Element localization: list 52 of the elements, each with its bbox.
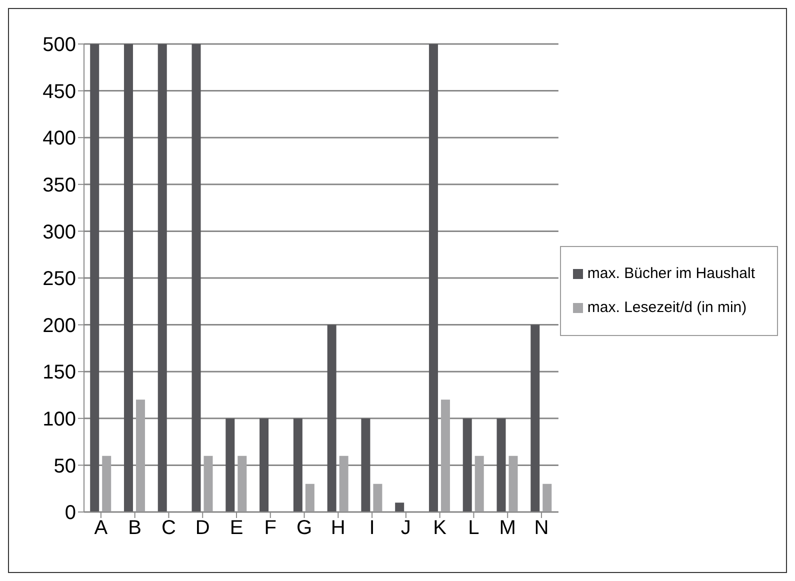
bar: [395, 502, 404, 512]
x-tick-label: I: [369, 517, 375, 540]
bar: [136, 400, 145, 512]
bar: [496, 418, 506, 512]
y-tick-label: 500: [42, 34, 76, 56]
x-tick-label: G: [296, 517, 312, 540]
x-tick-label: L: [468, 517, 480, 540]
bar: [124, 44, 133, 512]
bar: [542, 484, 552, 512]
y-tick-label: 50: [54, 455, 76, 478]
bar: [428, 44, 438, 512]
y-tick-label: 450: [42, 80, 76, 103]
bar: [226, 418, 235, 512]
x-tick-label: E: [230, 517, 244, 540]
bar: [327, 324, 336, 512]
bar: [102, 456, 112, 512]
x-tick-label: B: [128, 517, 142, 540]
y-tick-label: 0: [64, 502, 76, 524]
legend-label: max. Bücher im Haushalt: [587, 264, 755, 282]
bar: [90, 44, 100, 512]
bar: [474, 456, 484, 512]
bar: [204, 456, 213, 512]
x-tick-label: J: [400, 517, 411, 540]
bar: [158, 44, 167, 512]
y-tick-label: 100: [42, 408, 76, 430]
x-tick-label: H: [330, 517, 346, 540]
x-tick-label: D: [195, 517, 210, 540]
y-tick-label: 300: [42, 221, 76, 244]
bar: [238, 456, 247, 512]
bar: [530, 324, 540, 512]
bar: [260, 418, 269, 512]
x-tick-label: M: [499, 517, 516, 540]
legend-label: max. Lesezeit/d (in min): [587, 298, 747, 316]
bar: [462, 418, 472, 512]
bar: [440, 400, 450, 512]
x-tick-label: K: [433, 517, 448, 540]
y-tick-label: 350: [42, 174, 76, 196]
y-tick-label: 200: [42, 314, 76, 337]
y-tick-label: 250: [42, 268, 76, 290]
x-tick-label: C: [161, 517, 176, 540]
x-tick-label: F: [264, 517, 276, 540]
y-tick-label: 150: [42, 362, 76, 384]
y-tick-label: 400: [42, 128, 76, 150]
bar: [305, 484, 314, 512]
bar: [293, 418, 302, 512]
bar: [339, 456, 348, 512]
bar: [192, 44, 201, 512]
bar: [373, 484, 382, 512]
bar: [361, 418, 370, 512]
bar: [508, 456, 518, 512]
x-tick-label: A: [94, 517, 108, 540]
x-tick-label: N: [534, 517, 549, 540]
